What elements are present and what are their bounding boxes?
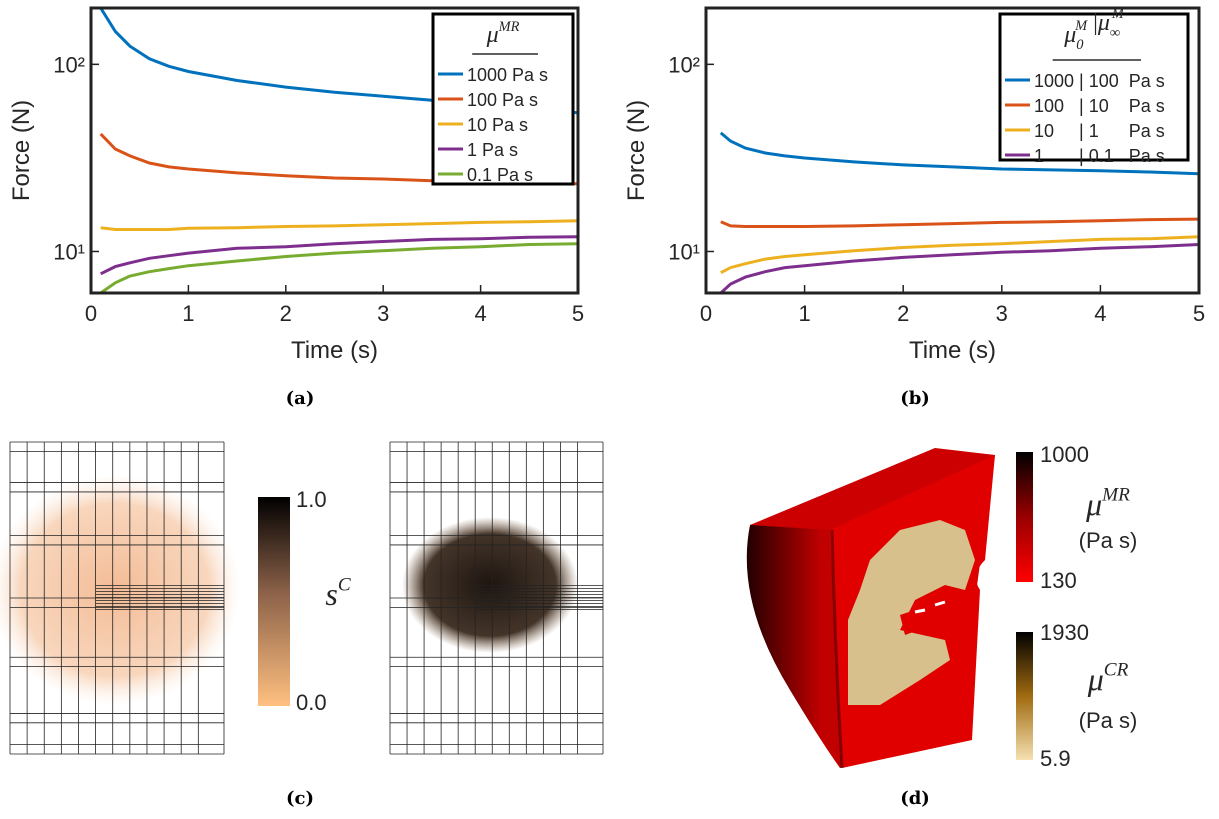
x-axis-label: Time (s) bbox=[291, 337, 378, 364]
series-line bbox=[100, 235, 578, 276]
colorbar-unit: (Pa s) bbox=[1079, 528, 1138, 553]
y-tick-label: 10¹ bbox=[53, 239, 85, 264]
series-line bbox=[100, 219, 578, 231]
legend-box bbox=[998, 12, 1190, 162]
math-label: μ0M |μ∞M bbox=[1063, 6, 1125, 53]
caption: (d) bbox=[900, 788, 930, 809]
x-tick-label: 3 bbox=[377, 301, 389, 326]
x-tick-label: 3 bbox=[996, 301, 1008, 326]
colorbar-tick: 130 bbox=[1040, 568, 1077, 593]
legend-label: 10 Pa s bbox=[467, 115, 528, 135]
series-line bbox=[99, 242, 578, 293]
legend-label: 1 | 0.1 Pa s bbox=[1034, 146, 1165, 166]
y-tick-label: 10² bbox=[668, 52, 700, 77]
x-tick-label: 2 bbox=[280, 301, 292, 326]
mesh-image-left bbox=[0, 441, 240, 755]
colorbar-tick: 0.0 bbox=[296, 690, 327, 715]
legend-label: 100 | 10 Pa s bbox=[1034, 96, 1165, 116]
colorbar-unit: (Pa s) bbox=[1079, 708, 1138, 733]
legend-label: 0.1 Pa s bbox=[467, 165, 533, 185]
legend-label: 1000 Pa s bbox=[467, 65, 548, 85]
heart-model bbox=[746, 448, 995, 769]
superscript: MR bbox=[498, 19, 520, 35]
x-tick-label: 2 bbox=[897, 301, 909, 326]
y-tick-label: 10² bbox=[53, 52, 85, 77]
caption: (c) bbox=[286, 788, 314, 809]
colorbar-tick: 1000 bbox=[1040, 442, 1089, 467]
superscript: M bbox=[1074, 18, 1088, 34]
series-line bbox=[720, 235, 1199, 275]
legend: μMR 1000 Pa s 100 Pa s 10 Pa s 1 Pa s 0.1 Pa … bbox=[431, 12, 575, 186]
series-line bbox=[719, 243, 1199, 293]
colorbar-tick: 1930 bbox=[1040, 620, 1089, 645]
math-label: μMR bbox=[486, 19, 520, 48]
x-tick-label: 5 bbox=[572, 301, 584, 326]
plot-frame bbox=[704, 6, 1201, 295]
separator: | bbox=[1093, 10, 1098, 36]
caption: (b) bbox=[900, 388, 930, 409]
colorbar bbox=[1016, 452, 1033, 582]
superscript: CR bbox=[1104, 660, 1129, 681]
symbol: μ bbox=[1097, 10, 1110, 36]
x-tick-label: 0 bbox=[85, 301, 97, 326]
symbol: μ bbox=[1085, 486, 1102, 522]
x-tick-label: 4 bbox=[474, 301, 486, 326]
x-tick-label: 4 bbox=[1094, 301, 1106, 326]
x-tick-label: 1 bbox=[798, 301, 810, 326]
legend-label: 10 | 1 Pa s bbox=[1034, 121, 1165, 141]
caption: (a) bbox=[286, 388, 315, 409]
superscript: MR bbox=[1101, 485, 1130, 506]
colorbar bbox=[1016, 632, 1033, 760]
colorbar-tick: 1.0 bbox=[296, 487, 327, 512]
colorbar bbox=[258, 497, 290, 706]
mesh-image-right bbox=[389, 441, 604, 755]
series-line bbox=[720, 217, 1199, 228]
subscript: ∞ bbox=[1110, 25, 1120, 41]
symbol: μ bbox=[486, 22, 499, 48]
legend-label: 1000 | 100 Pa s bbox=[1034, 71, 1165, 91]
y-axis-label: Force (N) bbox=[8, 100, 35, 201]
y-axis-label: Force (N) bbox=[623, 100, 650, 201]
math-label: sC bbox=[325, 575, 350, 612]
colorbar-tick: 5.9 bbox=[1040, 746, 1071, 771]
legend-label: 1 Pa s bbox=[467, 140, 518, 160]
y-tick-label: 10¹ bbox=[668, 239, 700, 264]
symbol: s bbox=[325, 576, 337, 612]
series-line bbox=[719, 131, 1199, 176]
superscript: C bbox=[338, 575, 351, 596]
legend-label: 100 Pa s bbox=[467, 90, 538, 110]
subscript: 0 bbox=[1076, 37, 1084, 53]
superscript: M bbox=[1111, 6, 1125, 22]
math-label: μMR bbox=[1085, 485, 1130, 522]
symbol: μ bbox=[1087, 661, 1104, 697]
x-tick-label: 0 bbox=[700, 301, 712, 326]
symbol: μ bbox=[1063, 22, 1076, 48]
x-tick-label: 5 bbox=[1193, 301, 1205, 326]
math-label: μCR bbox=[1087, 660, 1129, 697]
plot-frame bbox=[89, 6, 580, 295]
x-axis-label: Time (s) bbox=[909, 337, 996, 364]
x-tick-label: 1 bbox=[182, 301, 194, 326]
